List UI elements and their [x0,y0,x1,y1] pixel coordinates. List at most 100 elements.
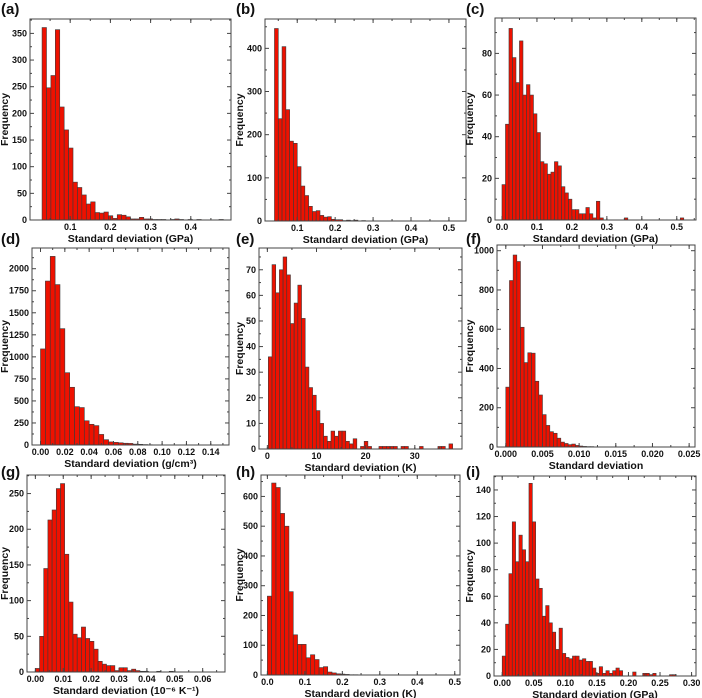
histogram-bar [323,435,328,450]
panel-label: (b) [236,1,255,18]
histogram-bar [292,634,298,676]
x-tick-label: 0.1 [299,677,312,687]
x-tick-label: 0.5 [448,677,461,687]
y-axis-label: Frequency [234,93,246,146]
histogram-bar [118,667,124,673]
x-axis-label: Standard deviation (GPa) [532,689,657,698]
y-tick-label: 200 [12,108,27,118]
histogram-bar [54,284,61,446]
histogram-bar [90,201,96,221]
histogram-bar [110,665,116,673]
histogram-bar [535,578,540,677]
histogram-bar [589,213,594,221]
histogram-bar [308,206,313,222]
histogram-bar [564,443,569,448]
x-tick-label: 30 [410,451,420,461]
y-tick-label: 40 [481,618,491,628]
histogram-bar [578,659,583,677]
histogram-bar [94,212,100,221]
y-tick-label: 100 [12,162,27,172]
histogram-bar [615,667,620,677]
histogram-bar [116,214,122,221]
y-axis-label: Frequency [0,320,11,373]
histogram-bar [323,216,328,222]
histogram-bar [501,655,506,677]
histogram-bar [282,256,288,450]
x-tick-label: 0.1 [64,222,77,232]
histogram-bar [448,443,453,450]
histogram-bar [69,386,75,446]
histogram-bar [101,663,107,673]
y-tick-label: 500 [14,396,29,406]
histogram-bar [41,27,47,221]
y-tick-label: 20 [481,644,491,654]
panel-label: (a) [1,1,19,18]
y-tick-label: 0 [19,667,24,677]
y-tick-label: 200 [479,403,494,413]
y-axis-label: Frequency [464,319,476,372]
histogram-bar [568,658,573,677]
histogram-bar [560,441,565,448]
y-tick-label: 30 [246,367,256,377]
histogram-bar [88,423,95,446]
histogram-bar [279,269,284,450]
histogram-bar [40,348,46,446]
plot-frame [496,244,696,448]
histogram-bar [619,670,623,677]
x-tick-label: 0.05 [525,678,543,688]
x-axis-label: Standard deviation [549,460,644,472]
histogram-bar [526,84,531,221]
x-tick-label: 0.0 [496,222,509,232]
histogram-bar [527,352,532,448]
y-tick-label: 500 [243,521,258,531]
histogram-bar [81,626,86,673]
y-tick-label: 200 [247,130,262,140]
y-tick-label: 300 [243,581,258,591]
histogram-bar [314,659,320,676]
histogram-bar [85,203,92,221]
histogram-bar [289,140,294,222]
histogram-bar [318,667,324,676]
y-tick-label: 0 [487,215,492,225]
x-tick-label: 0.4 [411,677,424,687]
histogram-bar [542,414,547,448]
histogram-bar [304,195,309,222]
y-tick-label: 50 [246,316,256,326]
histogram-bar [632,671,637,677]
histogram-bar [304,366,310,450]
histogram-bar [46,87,52,221]
histogram-bar [341,430,347,450]
x-axis-label: Standard deviation (10⁻⁶ K⁻¹) [53,685,199,697]
histogram-bar [575,209,580,221]
x-tick-label: 0.10 [153,447,171,457]
plot-frame [264,18,467,222]
y-tick-label: 1500 [9,308,29,318]
histogram-bar [578,213,583,221]
histogram-bar [312,394,317,450]
x-axis-label: Standard deviation (K) [304,462,416,474]
y-tick-label: 250 [14,418,29,428]
x-tick-label: 10 [312,451,322,461]
histogram-bar [64,553,70,673]
y-tick-label: 100 [247,173,262,183]
y-tick-label: 0 [251,444,256,454]
panel-c: 0.0 0.1 0.2 0.3 0.4 0.5 0 20 40 60 80 Standard devi… [464,1,697,245]
histogram-bar [585,661,590,677]
histogram-bar [79,407,85,446]
y-axis-label: Frequency [234,548,246,601]
histogram-bar [509,280,514,448]
x-tick-label: 0.1 [291,223,304,233]
panel-d: 0.00 0.02 0.04 0.06 0.08 0.10 0.12 0.14 0 250 500 7… [0,231,230,470]
histogram-bar [523,362,529,448]
histogram-bar [77,187,83,221]
histogram-bar [315,410,321,450]
histogram-bar [529,94,534,221]
panel-label: (d) [1,231,20,248]
histogram-bar [540,161,545,221]
y-tick-label: 0 [489,442,494,452]
histogram-bar [274,28,279,222]
histogram-bar [85,638,91,673]
panel-label: (i) [466,464,480,481]
histogram-bar [534,380,540,448]
x-tick-label: 0.1 [531,222,544,232]
